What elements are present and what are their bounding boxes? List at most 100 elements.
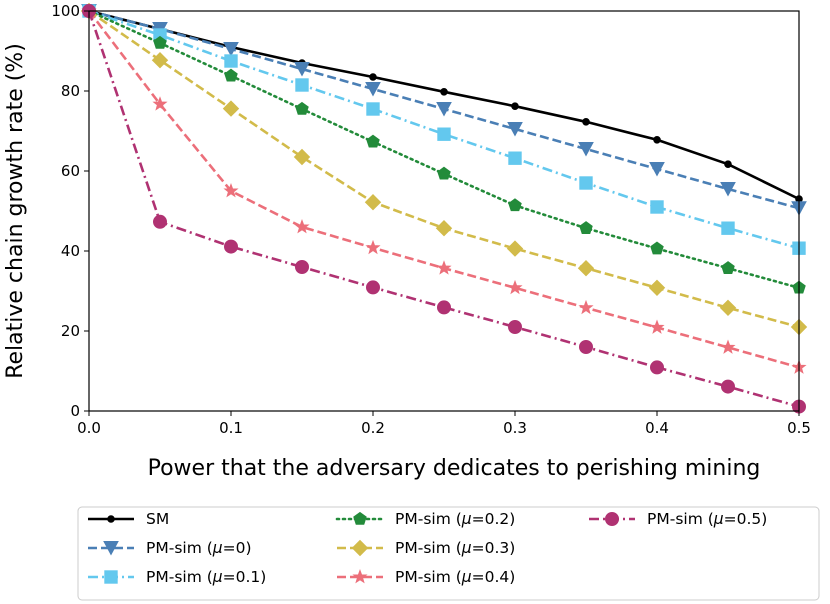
data-point [224, 54, 238, 68]
data-point [294, 219, 310, 234]
legend-marker [104, 570, 118, 584]
data-point [508, 198, 522, 212]
data-point [223, 42, 239, 57]
legend-marker [103, 541, 119, 556]
legend-box [77, 506, 820, 601]
legend-label: SM [146, 510, 169, 528]
y-tick-label: 80 [61, 82, 80, 100]
data-point [366, 280, 380, 295]
data-point [436, 102, 452, 117]
legend-item: PM-sim (μ=0.2) [335, 510, 515, 528]
data-point [224, 68, 238, 82]
data-point [364, 193, 382, 211]
y-tick-label: 100 [51, 2, 80, 20]
y-tick-label: 60 [61, 162, 80, 180]
data-point [648, 279, 666, 297]
legend-label: PM-sim (μ=0.4) [395, 568, 515, 586]
y-axis-label: Relative chain growth rate (%) [3, 43, 28, 379]
series-line [87, 10, 800, 408]
legend-label: PM-sim (μ=0.5) [647, 510, 767, 528]
series-4 [80, 2, 808, 336]
data-point [582, 118, 590, 126]
data-point [721, 379, 735, 394]
x-tick-label: 0.2 [361, 419, 385, 437]
data-point [508, 320, 522, 334]
legend-item: PM-sim (μ=0.3) [337, 539, 515, 557]
data-point [153, 35, 167, 49]
data-point [579, 221, 593, 234]
data-point [507, 279, 523, 295]
data-point [295, 101, 309, 115]
x-tick-label: 0.0 [77, 419, 101, 437]
series-5 [81, 3, 807, 374]
data-point [511, 102, 519, 110]
x-tick-label: 0.3 [503, 419, 527, 437]
data-point [578, 142, 594, 157]
data-point [719, 299, 737, 317]
series-6 [82, 4, 806, 414]
data-point [579, 340, 593, 354]
series-layer [80, 2, 808, 414]
x-axis-label: Power that the adversary dedicates to pe… [148, 456, 761, 481]
data-point [577, 259, 595, 277]
data-point [152, 96, 168, 111]
data-point [223, 183, 239, 198]
data-point [724, 160, 732, 168]
data-point [151, 51, 169, 69]
data-point [649, 162, 665, 177]
data-point [507, 122, 523, 137]
data-point [295, 260, 309, 274]
data-point [366, 102, 380, 116]
data-point [579, 176, 593, 190]
x-tick-label: 0.4 [645, 419, 669, 437]
data-point [649, 319, 665, 334]
legend-item: PM-sim (μ=0.5) [589, 510, 767, 528]
legend-marker [107, 515, 115, 523]
data-point [650, 360, 664, 375]
data-point [508, 151, 522, 165]
data-point [720, 339, 736, 354]
data-point [720, 182, 736, 197]
legend-item: SM [88, 510, 169, 528]
legend-marker [351, 539, 369, 557]
legend-label: PM-sim (μ=0) [146, 539, 252, 557]
data-point [369, 73, 377, 81]
data-point [721, 221, 735, 235]
data-point [435, 219, 453, 237]
data-point [578, 299, 594, 315]
data-point [653, 136, 661, 144]
legend-item: PM-sim (μ=0.4) [337, 568, 515, 586]
data-point [650, 200, 664, 214]
data-point [437, 300, 451, 315]
y-tick-label: 20 [61, 322, 80, 340]
data-point [224, 239, 238, 254]
data-point [721, 261, 735, 274]
data-point [365, 239, 381, 255]
legend: SM PM-sim (μ=0) PM-sim (μ=0.1) PM-sim (μ=0.… [77, 506, 820, 601]
legend-item: PM-sim (μ=0.1) [88, 568, 266, 586]
legend-marker [605, 512, 619, 526]
data-point [222, 100, 240, 117]
data-point [650, 241, 664, 255]
data-point [437, 166, 451, 180]
legend-label: PM-sim (μ=0.3) [395, 539, 515, 557]
x-tick-label: 0.5 [787, 419, 811, 437]
data-point [294, 62, 310, 77]
data-point [437, 127, 451, 141]
legend-item: PM-sim (μ=0) [88, 539, 252, 557]
data-point [506, 240, 524, 257]
data-point [293, 148, 311, 166]
data-point [153, 214, 167, 229]
data-point [366, 134, 380, 148]
plot-frame [88, 10, 800, 412]
data-point [365, 82, 381, 97]
series-2 [82, 4, 806, 255]
x-tick-label: 0.1 [219, 419, 243, 437]
y-tick-label: 0 [70, 402, 80, 420]
data-point [295, 78, 309, 92]
data-point [436, 260, 452, 275]
legend-label: PM-sim (μ=0.2) [395, 510, 515, 528]
legend-label: PM-sim (μ=0.1) [146, 568, 266, 586]
legend-marker [353, 511, 367, 525]
